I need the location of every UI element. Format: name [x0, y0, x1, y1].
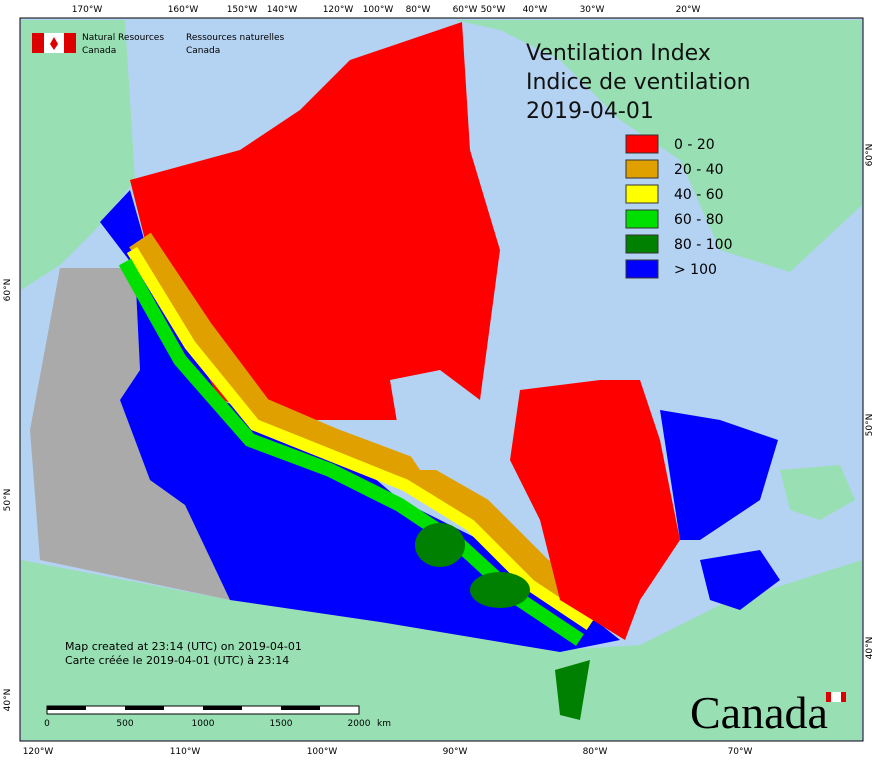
graticule-label: 150°W	[227, 5, 258, 15]
legend-swatch	[625, 159, 659, 179]
org-en: Natural Resources	[82, 33, 164, 43]
legend-label: 60 - 80	[674, 212, 724, 228]
legend-swatch	[625, 184, 659, 204]
graticule-label: 80°W	[406, 5, 431, 15]
graticule-label: 110°W	[170, 747, 201, 757]
org-en: Canada	[82, 46, 116, 56]
legend-label: 80 - 100	[674, 237, 733, 253]
graticule-label: 50°W	[481, 5, 506, 15]
scale-unit: km	[377, 719, 391, 729]
wordmark-flag	[826, 692, 846, 702]
graticule-label: 160°W	[168, 5, 199, 15]
legend-label: > 100	[674, 262, 717, 278]
org-fr: Ressources naturelles	[186, 33, 285, 43]
legend-label: 20 - 40	[674, 162, 724, 178]
graticule-label: 90°W	[443, 747, 468, 757]
graticule-label: 20°W	[676, 5, 701, 15]
graticule-label: 50°N	[3, 489, 13, 512]
foreign-land	[21, 20, 862, 740]
graticule-label: 50°N	[865, 414, 875, 437]
legend-label: 0 - 20	[674, 137, 715, 153]
graticule-label: 30°W	[580, 5, 605, 15]
scale-label: 2000	[348, 719, 371, 729]
graticule-label: 70°W	[728, 747, 753, 757]
title: 2019-04-01	[526, 99, 654, 124]
legend-swatch	[625, 209, 659, 229]
scale-segment	[125, 706, 164, 710]
graticule-label: 60°N	[3, 279, 13, 302]
scale-label: 1500	[270, 719, 293, 729]
title: Ventilation Index	[526, 41, 711, 66]
scale-label: 0	[44, 719, 50, 729]
note: Carte créée le 2019-04-01 (UTC) à 23:14	[65, 654, 289, 667]
scale-segment	[203, 706, 242, 710]
graticule-label: 40°N	[865, 637, 875, 660]
graticule-label: 170°W	[72, 5, 103, 15]
org-fr: Canada	[186, 46, 220, 56]
title: Indice de ventilation	[526, 70, 751, 95]
scale-segment	[281, 706, 320, 710]
canada-zones	[30, 22, 780, 720]
graticule-label: 40°W	[523, 5, 548, 15]
legend-label: 40 - 60	[674, 187, 724, 203]
graticule-label: 80°W	[583, 747, 608, 757]
scale-label: 1000	[192, 719, 215, 729]
legend-swatch	[625, 234, 659, 254]
flag	[32, 33, 76, 53]
graticule-label: 120°W	[323, 5, 354, 15]
graticule-label: 100°W	[363, 5, 394, 15]
wordmark: Canada	[690, 687, 828, 738]
graticule-label: 120°W	[23, 747, 54, 757]
graticule-label: 100°W	[307, 747, 338, 757]
legend-swatch	[625, 259, 659, 279]
graticule-label: 60°W	[453, 5, 478, 15]
graticule-label: 140°W	[267, 5, 298, 15]
graticule-label: 60°N	[865, 144, 875, 167]
scale-label: 500	[116, 719, 133, 729]
legend-swatch	[625, 134, 659, 154]
scale-segment	[47, 706, 86, 710]
graticule-label: 40°N	[3, 689, 13, 712]
note: Map created at 23:14 (UTC) on 2019-04-01	[65, 640, 302, 653]
